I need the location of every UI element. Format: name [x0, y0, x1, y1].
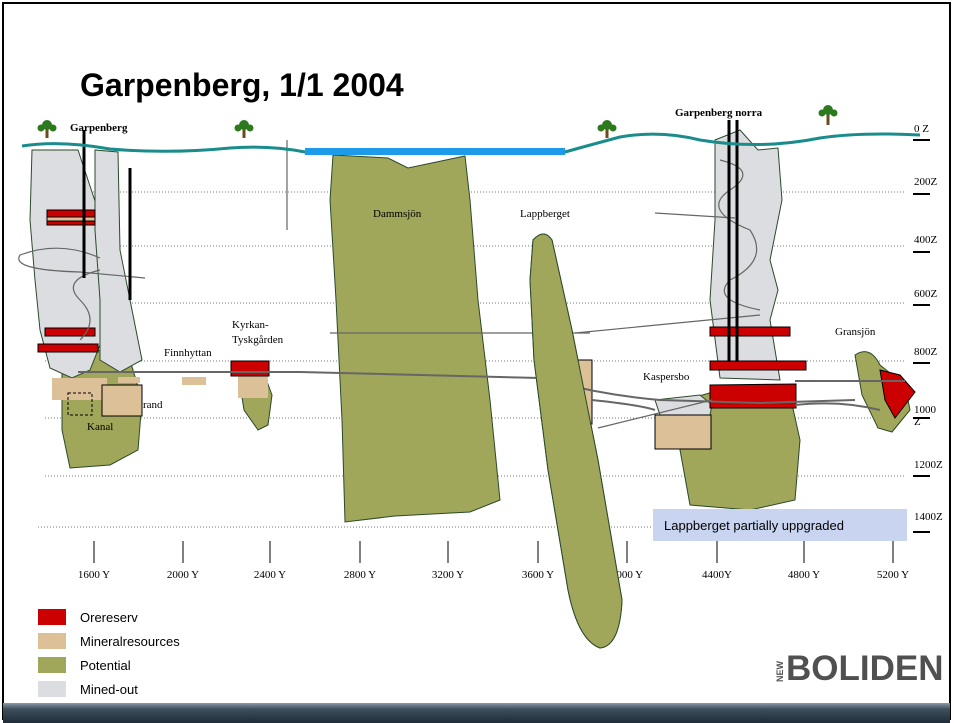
x-label: 3600 Y: [522, 569, 554, 581]
legend-label: Mineralresources: [80, 634, 180, 649]
depth-label: 1400Z: [914, 511, 943, 523]
logo: NEW BOLIDEN: [775, 649, 944, 688]
depth-label: 400Z: [914, 234, 938, 246]
dammsjon-potential: [329, 154, 501, 523]
garpenberg-mined-2: [94, 149, 143, 373]
shafts: [82, 120, 739, 362]
area-label: Kaspersbo: [643, 371, 690, 383]
legend: Orereserv Mineralresources Potential Min…: [38, 609, 180, 697]
ore: [709, 326, 791, 337]
legend-swatch: [38, 633, 66, 649]
legend-swatch: [38, 609, 66, 625]
mine-label: Garpenberg norra: [675, 107, 763, 119]
footer-bar: [3, 703, 950, 723]
trees: [37, 105, 838, 138]
resource: [654, 414, 712, 450]
legend-label: Potential: [80, 658, 131, 673]
ore: [230, 360, 270, 377]
resource: [118, 377, 140, 383]
x-scale: 1600 Y 2000 Y 2400 Y 2800 Y 3200 Y 3600 Y 4000…: [78, 541, 909, 581]
depth-label: 600Z: [914, 288, 938, 300]
resource-dashed: [67, 392, 93, 416]
title: Garpenberg, 1/1 2004: [80, 67, 404, 103]
resource: [238, 376, 268, 398]
mine-label: Garpenberg: [70, 122, 128, 134]
lake: [305, 148, 565, 155]
depth-label: 200Z: [914, 176, 938, 188]
x-label: 2000 Y: [167, 569, 199, 581]
depth-label: Z: [914, 416, 921, 428]
depth-label: 0 Z: [914, 123, 929, 135]
depth-label: 1000: [914, 404, 937, 416]
legend-label: Orereserv: [80, 610, 138, 625]
ore: [709, 360, 807, 371]
x-label: 1600 Y: [78, 569, 110, 581]
ore: [46, 220, 96, 226]
x-label: 4800 Y: [788, 569, 820, 581]
ore: [709, 383, 797, 409]
area-label: Kanal: [87, 421, 113, 433]
x-label: 3200 Y: [432, 569, 464, 581]
resource: [46, 216, 96, 222]
logo-name: BOLIDEN: [786, 649, 944, 688]
legend-label: Mined-out: [80, 682, 138, 697]
ore: [37, 343, 99, 353]
area-label: Kyrkan-: [232, 319, 269, 331]
garpenberg-mined: [29, 149, 113, 379]
lappberget-potential: [529, 233, 623, 649]
x-label: 2800 Y: [344, 569, 376, 581]
area-label: Lappberget: [520, 208, 570, 220]
area-label: Tyskgården: [232, 334, 284, 346]
note-box: [653, 509, 907, 541]
logo-prefix: NEW: [775, 660, 785, 682]
note: Lappberget partially uppgraded: [664, 518, 844, 533]
norra-mined: [709, 129, 783, 381]
depth-label: 1200Z: [914, 459, 943, 471]
area-label: Finnhyttan: [164, 347, 212, 359]
area-label: rand: [143, 399, 163, 411]
x-label: 2400 Y: [254, 569, 286, 581]
legend-swatch: [38, 681, 66, 697]
surface: [21, 132, 921, 154]
resource: [101, 384, 143, 417]
resource: [182, 377, 206, 385]
x-label: 5200 Y: [877, 569, 909, 581]
area-label: Gransjön: [835, 326, 876, 338]
x-label: 4000 Y: [611, 569, 643, 581]
x-label: 4400Y: [702, 569, 732, 581]
resource: [52, 378, 107, 400]
ore: [44, 327, 96, 337]
depth-label: 800Z: [914, 346, 938, 358]
ore: [46, 209, 96, 218]
legend-swatch: [38, 657, 66, 673]
area-label: Dammsjön: [373, 208, 422, 220]
